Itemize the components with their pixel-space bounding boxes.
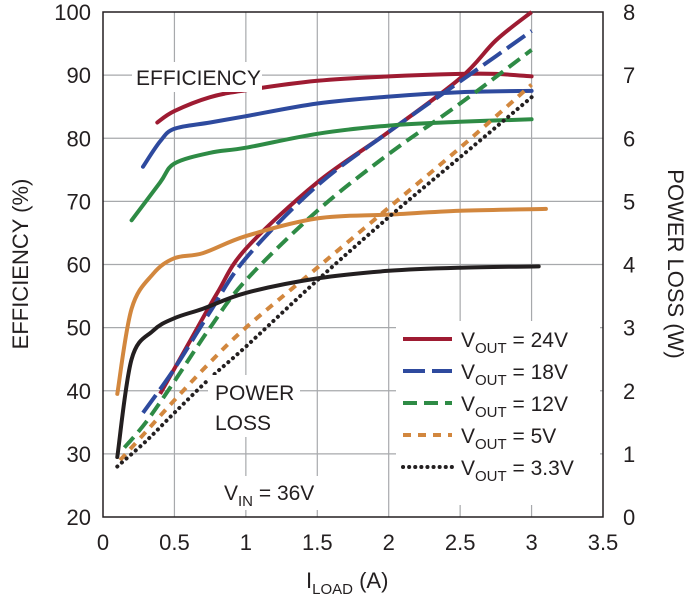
legend-entry: VOUT = 5V <box>461 425 556 453</box>
y-left-tick-label: 70 <box>67 189 91 214</box>
legend-entry: VOUT = 24V <box>461 329 568 357</box>
x-tick-label: 1.5 <box>302 530 333 555</box>
efficiency-line-vout-24v <box>155 71 534 125</box>
legend-entry: VOUT = 12V <box>461 393 568 421</box>
x-axis-label-main: I <box>306 568 312 593</box>
x-tick-label: 3.5 <box>588 530 619 555</box>
y-right-axis-label: POWER LOSS (W) <box>663 169 688 358</box>
y-left-tick-label: 90 <box>67 63 91 88</box>
vin-sub: IN <box>238 493 253 510</box>
power-loss-annotation-line2: LOSS <box>215 412 271 435</box>
plot-frame <box>102 11 604 518</box>
y-right-tick-label: 7 <box>623 63 635 88</box>
y-right-tick-label: 0 <box>623 505 635 530</box>
x-tick-labels: 0 0.5 1 1.5 2 2.5 3 3.5 <box>97 530 618 555</box>
y-left-tick-label: 60 <box>67 253 91 278</box>
series-lines <box>115 10 548 469</box>
x-tick-label: 0 <box>97 530 109 555</box>
efficiency-line-vout-5v <box>115 206 548 396</box>
y-left-tick-label: 100 <box>54 0 91 25</box>
efficiency-line-vout-3-3v <box>115 264 541 459</box>
annotations: EFFICIENCY POWER LOSS VIN = 36V <box>132 62 338 510</box>
y-right-tick-label: 5 <box>623 189 635 214</box>
power-loss-label-background <box>208 375 300 437</box>
y-left-tick-label: 50 <box>67 316 91 341</box>
vin-main: V <box>224 482 238 505</box>
power-loss-line-vout-24v <box>158 10 533 395</box>
vin-value: = 36V <box>253 482 314 505</box>
legend-background <box>396 321 600 505</box>
x-axis-label-unit: (A) <box>353 568 388 593</box>
vin-annotation: VIN = 36V <box>224 482 314 510</box>
y-right-tick-label: 2 <box>623 379 635 404</box>
legend-entry: VOUT = 18V <box>461 361 568 389</box>
x-tick-label: 0.5 <box>159 530 190 555</box>
y-left-axis-label: EFFICIENCY (%) <box>8 179 33 350</box>
x-tick-label: 3 <box>525 530 537 555</box>
y-left-tick-label: 80 <box>67 126 91 151</box>
power-loss-annotation-line1: POWER <box>215 382 294 405</box>
efficiency-line-vout-12v <box>129 117 534 223</box>
y-right-tick-label: 3 <box>623 316 635 341</box>
y-right-tick-label: 6 <box>623 126 635 151</box>
vin-label-background <box>218 476 338 510</box>
y-left-tick-label: 20 <box>67 505 91 530</box>
legend: VOUT = 24V VOUT = 18V VOUT = 12V VOUT = 5V V… <box>401 329 574 485</box>
y-right-tick-label: 8 <box>623 0 635 25</box>
y-left-tick-labels: 20 30 40 50 60 70 80 90 100 <box>54 0 91 530</box>
y-right-tick-labels: 0 1 2 3 4 5 6 7 8 <box>623 0 635 530</box>
y-left-tick-label: 30 <box>67 442 91 467</box>
legend-entry: VOUT = 3.3V <box>461 457 574 485</box>
power-loss-line-vout-12v <box>122 48 533 449</box>
y-right-tick-label: 4 <box>623 253 635 278</box>
power-loss-line-vout-3-3v <box>115 95 534 469</box>
efficiency-label-background <box>132 62 262 92</box>
x-axis-label: ILOAD (A) <box>306 568 388 598</box>
x-axis-label-sub: LOAD <box>312 581 353 598</box>
x-tick-label: 1 <box>240 530 252 555</box>
y-right-tick-label: 1 <box>623 442 635 467</box>
x-tick-label: 2 <box>383 530 395 555</box>
efficiency-annotation: EFFICIENCY <box>136 67 261 90</box>
x-tick-label: 2.5 <box>445 530 476 555</box>
y-left-tick-label: 40 <box>67 379 91 404</box>
